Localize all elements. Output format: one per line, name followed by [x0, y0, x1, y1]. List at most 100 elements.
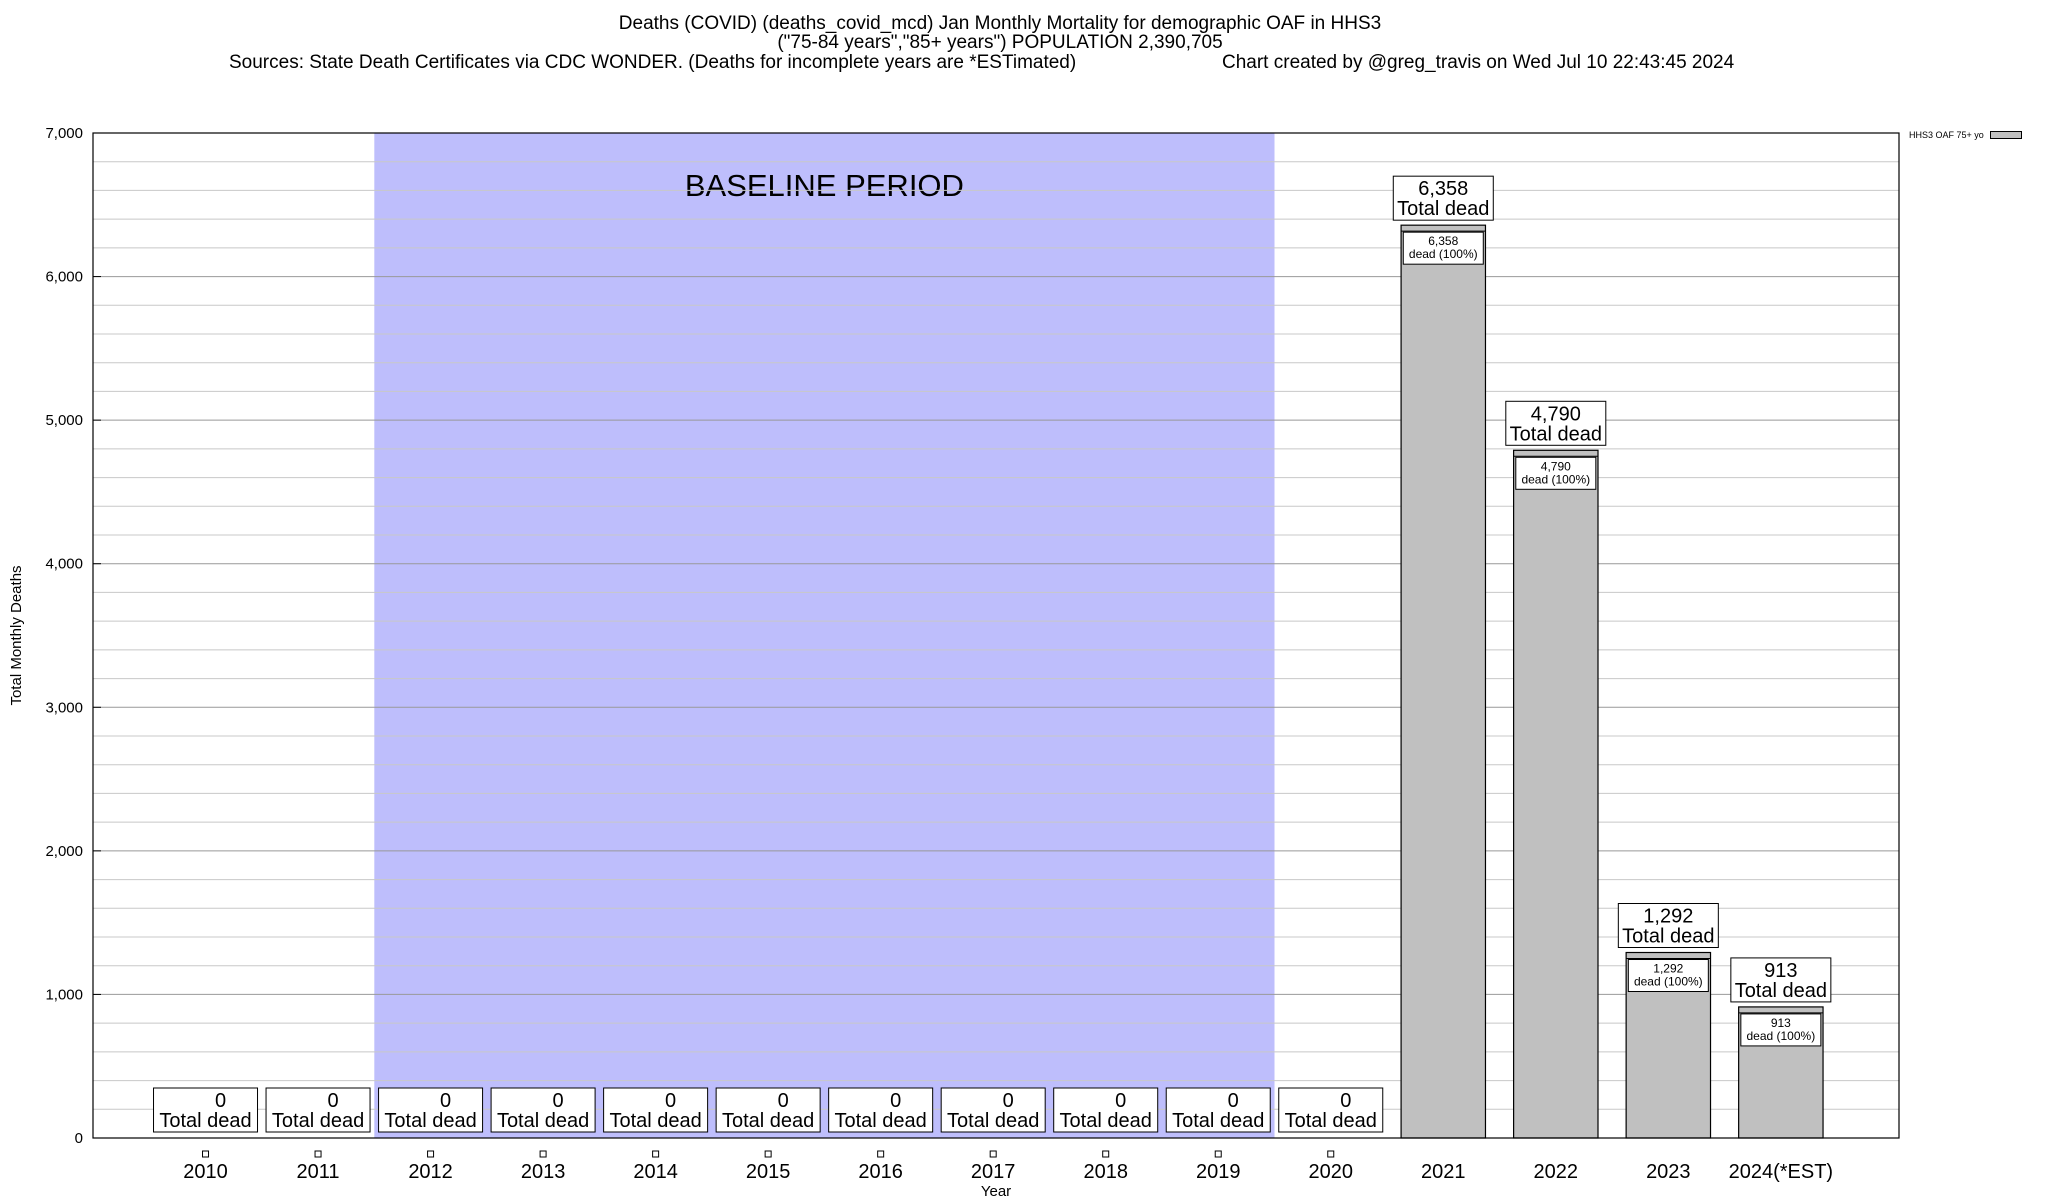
inner-label-box — [1740, 1013, 1822, 1047]
total-label-suffix: Total dead — [1172, 1110, 1264, 1132]
total-label-suffix: Total dead — [609, 1110, 701, 1132]
zero-marker — [427, 1150, 435, 1158]
zero-marker — [1214, 1150, 1222, 1158]
y-tick-label: 4,000 — [45, 556, 83, 573]
zero-marker — [1102, 1150, 1110, 1158]
total-label-suffix: Total dead — [722, 1110, 814, 1132]
x-tick-label: 2014 — [633, 1161, 678, 1183]
inner-label-suffix: dead (100%) — [1634, 975, 1703, 989]
total-label-box — [603, 1087, 709, 1133]
total-label-box — [1730, 957, 1832, 1003]
total-label-value: 0 — [1003, 1090, 1014, 1112]
total-label-box — [1278, 1087, 1384, 1133]
chart-title-line2: ("75-84 years","85+ years") POPULATION 2… — [777, 32, 1223, 53]
y-tick-label: 1,000 — [45, 986, 83, 1003]
x-tick-label: 2015 — [746, 1161, 791, 1183]
inner-label-suffix: dead (100%) — [1409, 247, 1478, 261]
total-label-box — [1505, 400, 1607, 446]
total-label-box — [153, 1087, 259, 1133]
total-label-box — [828, 1087, 934, 1133]
legend-label: HHS3 OAF 75+ yo — [1909, 130, 1984, 140]
total-label-box — [265, 1087, 371, 1133]
x-tick-label: 2016 — [858, 1161, 903, 1183]
total-label-suffix: Total dead — [384, 1110, 476, 1132]
total-label-suffix: Total dead — [1285, 1110, 1377, 1132]
total-label-box — [1165, 1087, 1271, 1133]
total-label-value: 0 — [1340, 1090, 1351, 1112]
total-label-value: 913 — [1764, 960, 1797, 982]
inner-label-value: 913 — [1771, 1016, 1791, 1030]
x-tick-label: 2011 — [297, 1161, 340, 1183]
total-label-box — [1392, 175, 1494, 221]
x-tick-label: 2018 — [1083, 1161, 1128, 1183]
total-label-box — [378, 1087, 484, 1133]
y-tick-label: 2,000 — [45, 843, 83, 860]
chart-title: Deaths (COVID) (deaths_covid_mcd) Jan Mo… — [0, 14, 2000, 52]
total-label-value: 0 — [1228, 1090, 1239, 1112]
x-axis-label: Year — [981, 1183, 1011, 1200]
bar — [1513, 449, 1599, 1139]
total-label-suffix: Total dead — [1060, 1110, 1152, 1132]
y-tick-label: 5,000 — [45, 412, 83, 429]
total-label-value: 0 — [890, 1090, 901, 1112]
zero-marker — [652, 1150, 660, 1158]
zero-marker — [202, 1150, 210, 1158]
zero-marker — [877, 1150, 885, 1158]
x-tick-label: 2017 — [971, 1161, 1016, 1183]
inner-label-value: 4,790 — [1541, 459, 1571, 473]
total-label-value: 0 — [553, 1090, 564, 1112]
baseline-region — [374, 133, 1275, 1138]
y-tick-label: 7,000 — [45, 125, 83, 142]
inner-label-suffix: dead (100%) — [1746, 1029, 1815, 1043]
y-tick-label: 6,000 — [45, 269, 83, 286]
total-label-value: 0 — [440, 1090, 451, 1112]
total-label-value: 0 — [327, 1090, 338, 1112]
total-label-value: 6,358 — [1418, 178, 1468, 200]
chart-title-line1: Deaths (COVID) (deaths_covid_mcd) Jan Mo… — [618, 13, 1382, 34]
zero-marker — [764, 1150, 772, 1158]
inner-label-value: 6,358 — [1428, 234, 1458, 248]
total-label-suffix: Total dead — [1622, 926, 1714, 948]
x-tick-label: 2012 — [408, 1161, 453, 1183]
zero-marker — [539, 1150, 547, 1158]
x-tick-label: 2022 — [1534, 1161, 1579, 1183]
zero-marker — [314, 1150, 322, 1158]
total-label-value: 0 — [778, 1090, 789, 1112]
total-label-suffix: Total dead — [272, 1110, 364, 1132]
y-tick-label: 0 — [75, 1130, 83, 1147]
total-label-value: 1,292 — [1643, 906, 1693, 928]
total-label-suffix: Total dead — [159, 1110, 251, 1132]
y-tick-label: 3,000 — [45, 699, 83, 716]
total-label-suffix: Total dead — [1735, 980, 1827, 1002]
total-label-box — [1053, 1087, 1159, 1133]
total-label-value: 0 — [1115, 1090, 1126, 1112]
total-label-suffix: Total dead — [1397, 198, 1489, 220]
x-tick-label: 2019 — [1196, 1161, 1241, 1183]
legend-swatch — [1989, 131, 2022, 139]
y-axis-label: Total Monthly Deaths — [8, 565, 25, 705]
total-label-suffix: Total dead — [1510, 423, 1602, 445]
total-label-box — [1617, 903, 1719, 949]
inner-label-box — [1515, 456, 1597, 490]
bar — [1400, 224, 1487, 1139]
x-tick-label: 2024(*EST) — [1729, 1161, 1834, 1183]
total-label-box — [715, 1087, 821, 1133]
inner-label-value: 1,292 — [1653, 962, 1683, 976]
x-tick-label: 2013 — [521, 1161, 566, 1183]
x-tick-label: 2010 — [183, 1161, 228, 1183]
chart-credit: Chart created by @greg_travis on Wed Jul… — [1222, 52, 1735, 73]
zero-marker — [1327, 1150, 1335, 1158]
zero-marker — [989, 1150, 997, 1158]
inner-label-box — [1402, 231, 1484, 265]
total-label-suffix: Total dead — [947, 1110, 1039, 1132]
total-label-value: 4,790 — [1531, 403, 1581, 425]
total-label-value: 0 — [665, 1090, 676, 1112]
x-tick-label: 2021 — [1421, 1161, 1466, 1183]
x-tick-label: 2020 — [1309, 1161, 1354, 1183]
plot-frame — [92, 132, 1900, 1139]
total-label-suffix: Total dead — [497, 1110, 589, 1132]
x-tick-label: 2023 — [1646, 1161, 1691, 1183]
total-label-box — [490, 1087, 596, 1133]
total-label-suffix: Total dead — [835, 1110, 927, 1132]
